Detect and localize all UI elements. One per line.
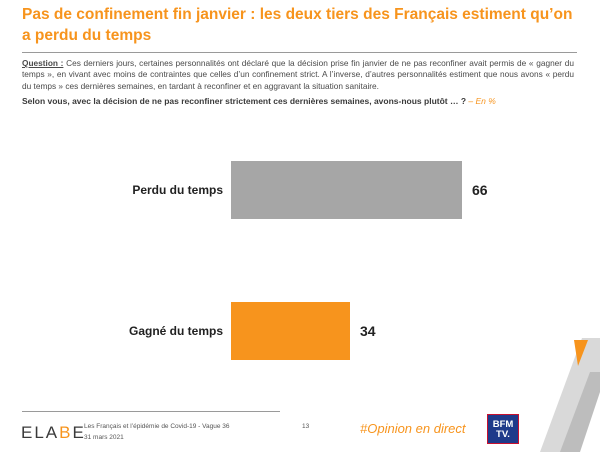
page-title: Pas de confinement fin janvier : les deu… <box>22 6 573 44</box>
logo-left: ELA <box>21 423 60 442</box>
unit-note: – En % <box>468 96 496 106</box>
prompt-text: Selon vous, avec la décision de ne pas r… <box>22 96 467 106</box>
question-label: Question : <box>22 58 64 68</box>
tv-logo-line1: BFM <box>492 419 514 430</box>
question-block: Question : Ces derniers jours, certaines… <box>22 58 574 92</box>
tv-logo-line2: TV. <box>496 429 510 440</box>
question-text: Ces derniers jours, certaines personnali… <box>22 58 574 91</box>
bar <box>231 302 350 360</box>
bfmtv-logo: BFM TV. <box>487 414 519 444</box>
category-label: Gagné du temps <box>129 324 223 338</box>
page-number: 13 <box>302 423 310 430</box>
footer-date: 31 mars 2021 <box>84 434 124 441</box>
bar <box>231 161 462 219</box>
hashtag: #Opinion en direct <box>360 421 466 436</box>
elabe-logo: ELABE <box>21 423 86 443</box>
value-label: 34 <box>360 323 376 339</box>
category-label: Perdu du temps <box>132 183 223 197</box>
logo-right: E <box>72 423 86 442</box>
logo-accent: B <box>59 423 73 442</box>
footer-study-title: Les Français et l’épidémie de Covid-19 -… <box>84 423 230 430</box>
value-label: 66 <box>472 182 488 198</box>
footer-divider <box>22 411 280 412</box>
question-prompt: Selon vous, avec la décision de ne pas r… <box>22 96 582 106</box>
title-divider <box>22 52 577 53</box>
